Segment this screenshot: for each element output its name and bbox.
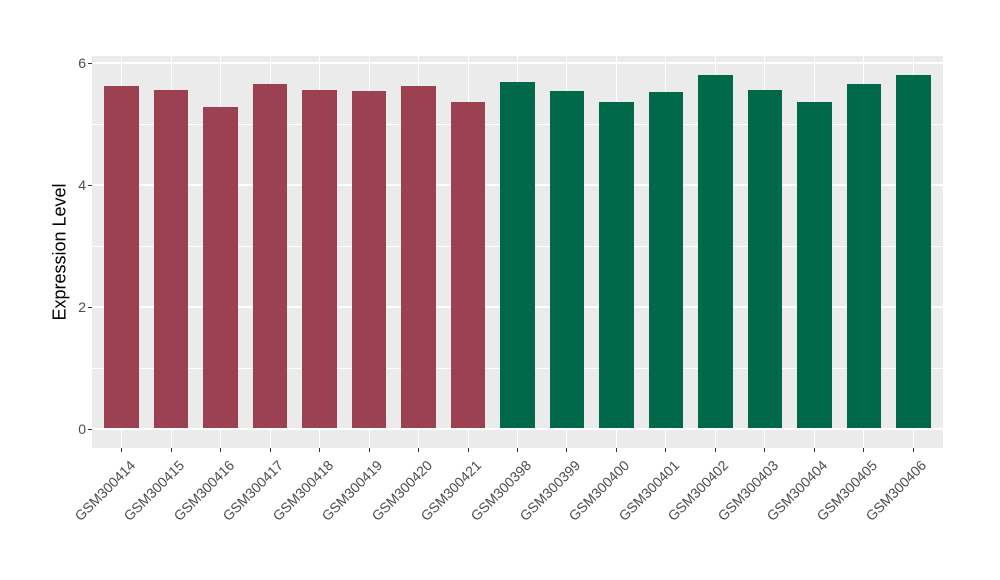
- bar-GSM300402: [698, 75, 733, 429]
- x-tick-mark: [863, 448, 865, 452]
- gridline-major: [92, 427, 943, 430]
- bar-GSM300419: [351, 91, 387, 429]
- y-tick-label: 4: [78, 176, 86, 193]
- bar-GSM300404: [797, 101, 832, 429]
- x-tick-mark: [368, 448, 370, 452]
- bar-GSM300403: [747, 89, 783, 429]
- x-tick-mark: [517, 448, 518, 452]
- bar-GSM300416: [203, 107, 238, 429]
- bar-GSM300398: [500, 82, 535, 429]
- x-tick-mark: [714, 448, 716, 452]
- bar-GSM300400: [599, 102, 634, 429]
- y-tick-label: 2: [78, 298, 86, 315]
- x-tick-mark: [566, 448, 568, 452]
- x-tick-mark: [912, 448, 914, 452]
- bar-GSM300405: [846, 83, 882, 429]
- x-tick-mark: [467, 448, 469, 452]
- y-tick-label: 6: [78, 54, 86, 71]
- bar-GSM300420: [401, 86, 436, 429]
- gridline-major: [92, 61, 943, 64]
- x-tick-mark: [665, 448, 667, 452]
- y-tick-mark: [88, 184, 92, 186]
- x-tick-mark: [764, 448, 766, 452]
- x-tick-mark: [615, 448, 617, 452]
- y-tick-label: 0: [78, 420, 86, 437]
- bar-GSM300399: [549, 91, 585, 429]
- x-tick-mark: [121, 448, 123, 452]
- y-tick-mark: [88, 428, 92, 430]
- x-tick-mark: [813, 448, 815, 452]
- bar-GSM300414: [104, 86, 139, 429]
- x-tick-mark: [418, 448, 420, 452]
- y-axis-title: Expression Level: [49, 183, 70, 321]
- y-tick-mark: [88, 306, 92, 308]
- x-tick-mark: [220, 448, 222, 452]
- y-tick-mark: [88, 62, 92, 64]
- bar-GSM300415: [153, 89, 189, 429]
- bar-GSM300401: [648, 91, 684, 429]
- x-tick-mark: [269, 448, 271, 452]
- x-tick-mark: [170, 448, 172, 452]
- bar-GSM300421: [450, 102, 486, 429]
- bar-GSM300418: [302, 89, 337, 429]
- bar-GSM300417: [252, 84, 288, 429]
- bar-GSM300406: [895, 74, 931, 429]
- x-tick-mark: [319, 448, 321, 452]
